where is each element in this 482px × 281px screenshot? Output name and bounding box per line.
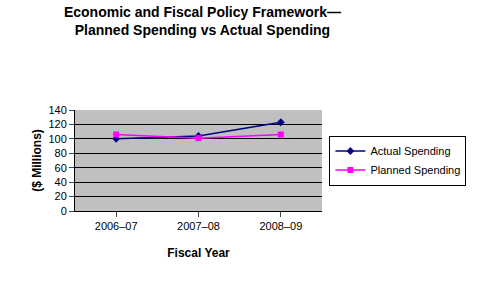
svg-text:40: 40	[55, 176, 67, 188]
svg-text:0: 0	[61, 205, 67, 217]
svg-text:($ Millions): ($ Millions)	[30, 129, 44, 192]
svg-text:Fiscal Year: Fiscal Year	[167, 246, 230, 260]
svg-text:60: 60	[55, 162, 67, 174]
svg-text:2007–08: 2007–08	[177, 220, 220, 232]
svg-text:140: 140	[48, 104, 66, 116]
svg-text:80: 80	[55, 147, 67, 159]
svg-text:100: 100	[48, 133, 66, 145]
svg-text:120: 120	[48, 118, 66, 130]
svg-text:2008–09: 2008–09	[259, 220, 302, 232]
svg-text:Economic and Fiscal Policy Fra: Economic and Fiscal Policy Framework—Pla…	[64, 4, 341, 38]
svg-text:Planned Spending: Planned Spending	[370, 164, 460, 176]
svg-text:2006–07: 2006–07	[95, 220, 138, 232]
svg-text:Actual Spending: Actual Spending	[370, 145, 450, 157]
svg-text:20: 20	[55, 190, 67, 202]
